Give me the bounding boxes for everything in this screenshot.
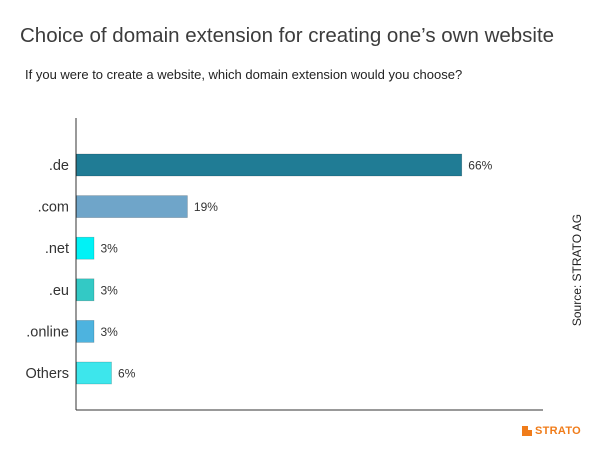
chart-axes: [75, 118, 543, 411]
category-label: .online: [26, 324, 69, 340]
strato-logo-icon: [522, 426, 532, 436]
value-label: 6%: [118, 367, 136, 381]
bar-net: [76, 236, 95, 260]
value-label: 3%: [101, 283, 119, 297]
brand-name: STRATO: [535, 425, 582, 437]
category-label: .com: [38, 200, 69, 216]
chart-subtitle: If you were to create a website, which d…: [25, 67, 463, 82]
value-label: 3%: [101, 242, 119, 256]
labels-group: .de 66% .com 19% .net 3% .eu 3% .online 3% Others 6…: [25, 158, 492, 382]
bar-eu: [76, 278, 95, 302]
bar-online: [76, 320, 95, 343]
category-label: .eu: [49, 283, 69, 299]
category-label: Others: [25, 366, 69, 382]
bars-group: [76, 153, 463, 385]
bar-others: [76, 361, 112, 385]
bar-com: [76, 195, 188, 218]
brand-logo: STRATO: [522, 425, 581, 437]
value-label: 19%: [194, 200, 218, 214]
category-label: .de: [49, 158, 69, 174]
chart-title: Choice of domain extension for creating …: [20, 24, 555, 47]
bar-de: [76, 153, 463, 177]
value-label: 66%: [468, 159, 492, 173]
value-label: 3%: [101, 325, 119, 339]
source-note: Source: STRATO AG: [570, 213, 584, 327]
category-label: .net: [45, 241, 69, 257]
